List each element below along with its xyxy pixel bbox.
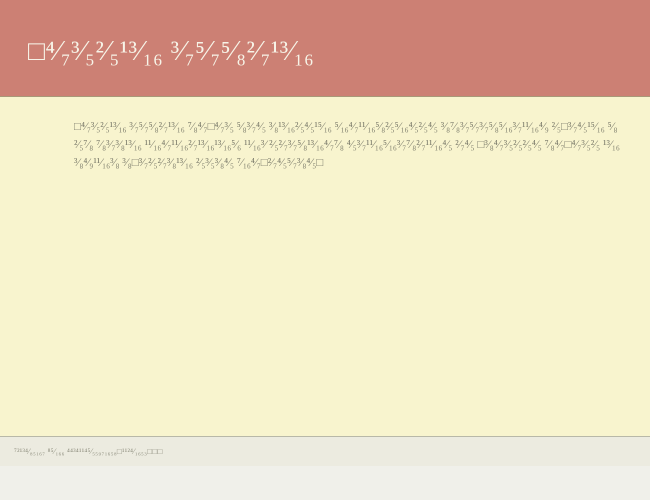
document-content: □⁴⁄₇³⁄₅²⁄₅¹³⁄₁₆ ³⁄₇⁵⁄₇⁵⁄₈²⁄₇¹³⁄₁₆ ⁷⁄₈⁴⁄₇… (0, 97, 650, 437)
document-header: □⁴⁄₇³⁄₅²⁄₅¹³⁄₁₆ ³⁄₇⁵⁄₇⁵⁄₈²⁄₇¹³⁄₁₆ (0, 0, 650, 97)
footer-text: ⁷²¹³⁴⁄₈₅₁₆₇ ⁸⁵⁄₁₆₆ ⁴⁴³⁴¹¹⁴⁵⁄₅₅₉₇₁₆₅₈□¹¹²… (14, 447, 636, 456)
document-footer: ⁷²¹³⁴⁄₈₅₁₆₇ ⁸⁵⁄₁₆₆ ⁴⁴³⁴¹¹⁴⁵⁄₅₅₉₇₁₆₅₈□¹¹²… (0, 437, 650, 466)
body-paragraph: □⁴⁄₇³⁄₅²⁄₅¹³⁄₁₆ ³⁄₇⁵⁄₇⁵⁄₈²⁄₇¹³⁄₁₆ ⁷⁄₈⁴⁄₇… (74, 119, 622, 172)
page-title: □⁴⁄₇³⁄₅²⁄₅¹³⁄₁₆ ³⁄₇⁵⁄₇⁵⁄₈²⁄₇¹³⁄₁₆ (28, 36, 622, 68)
